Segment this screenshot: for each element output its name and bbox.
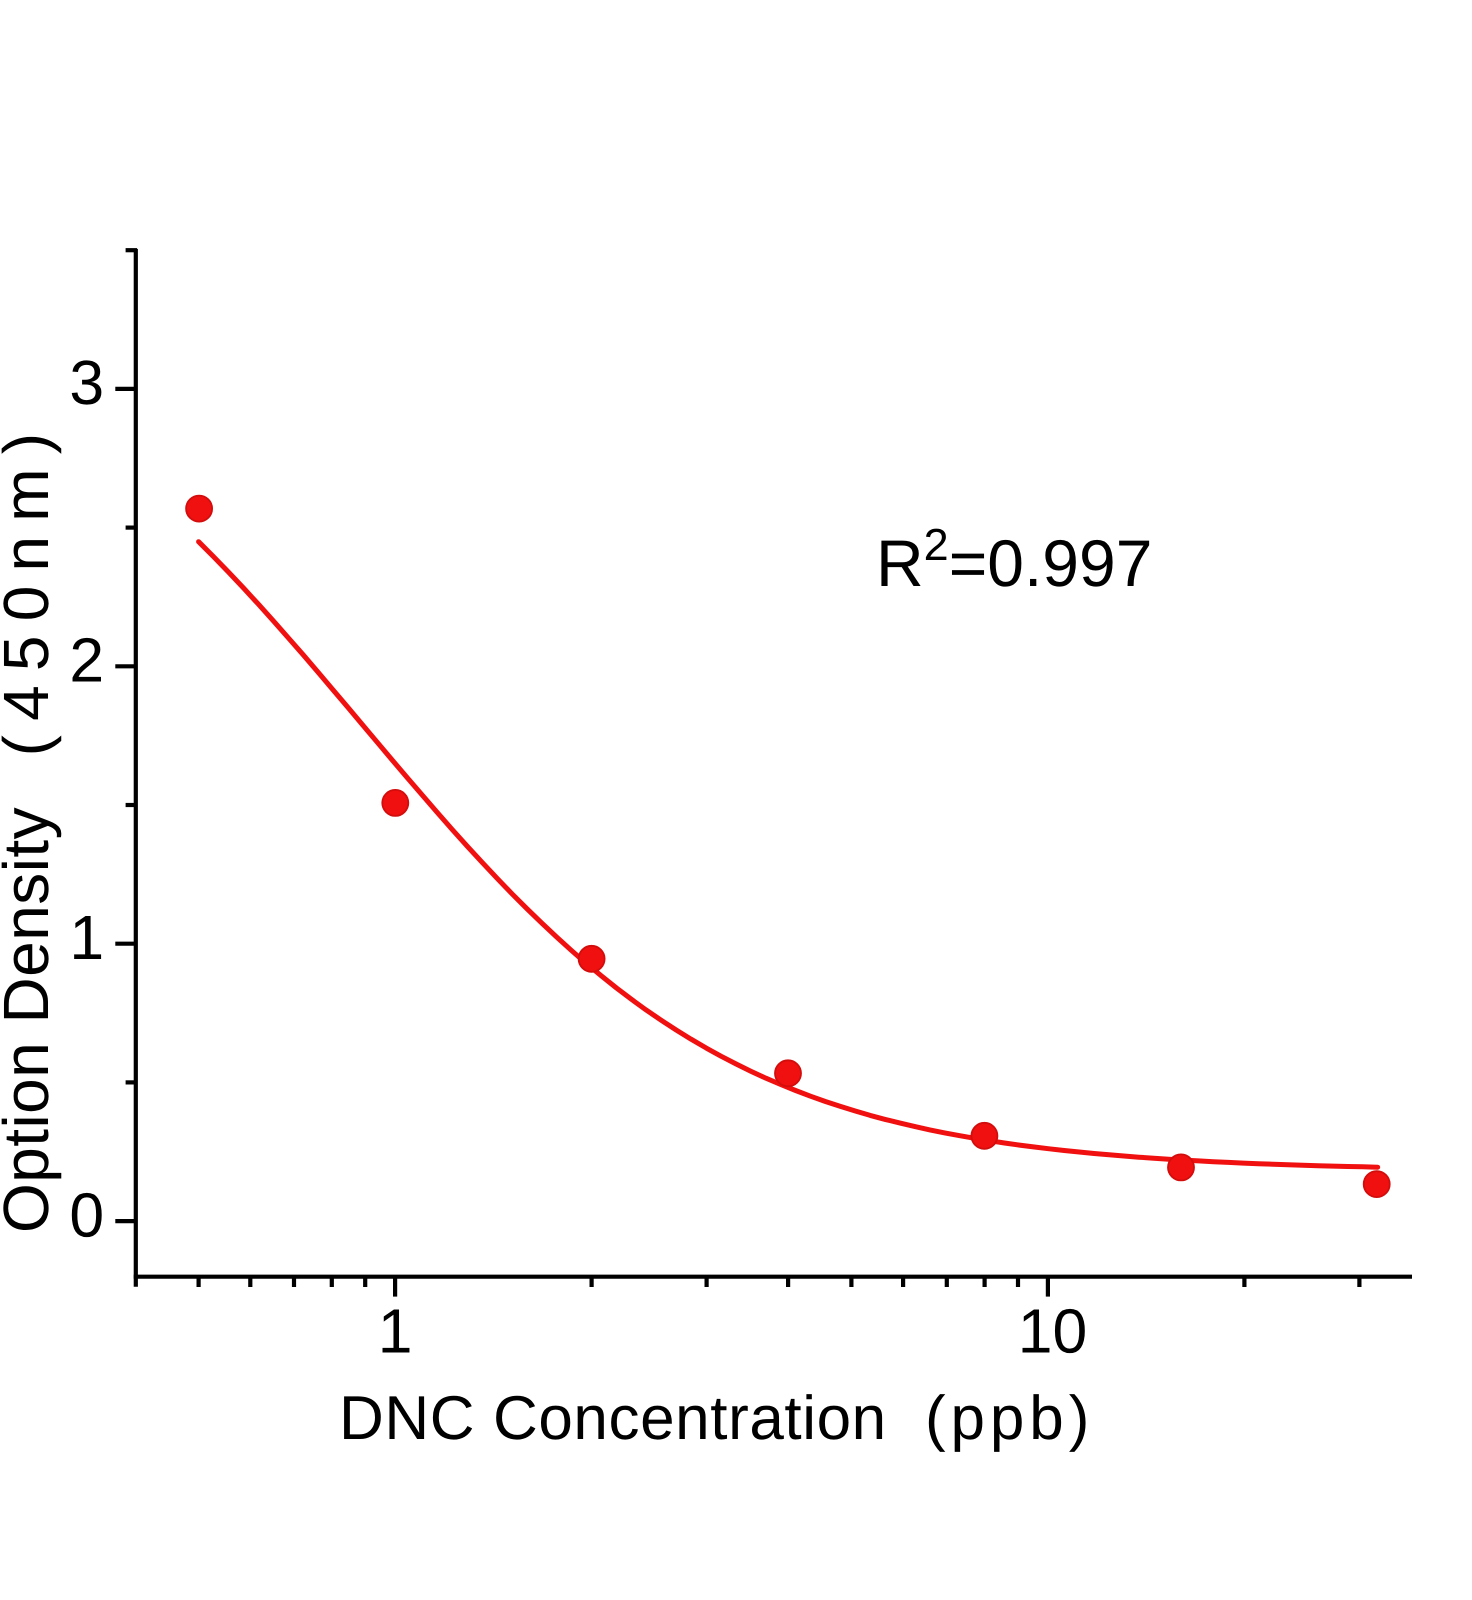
- svg-text:1: 1: [69, 903, 104, 973]
- svg-text:0: 0: [69, 1180, 104, 1250]
- svg-text:Option Density: Option Density: [0, 807, 62, 1233]
- svg-text:(ppb): (ppb): [925, 1384, 1094, 1453]
- svg-text:10: 10: [1018, 1297, 1088, 1367]
- svg-text:2: 2: [69, 626, 104, 696]
- svg-text:3: 3: [69, 348, 104, 418]
- svg-text:R2=0.997: R2=0.997: [876, 519, 1152, 600]
- svg-text:(450nm): (450nm): [0, 419, 62, 757]
- svg-text:DNC Concentration: DNC Concentration: [339, 1384, 887, 1453]
- svg-text:1: 1: [378, 1297, 413, 1367]
